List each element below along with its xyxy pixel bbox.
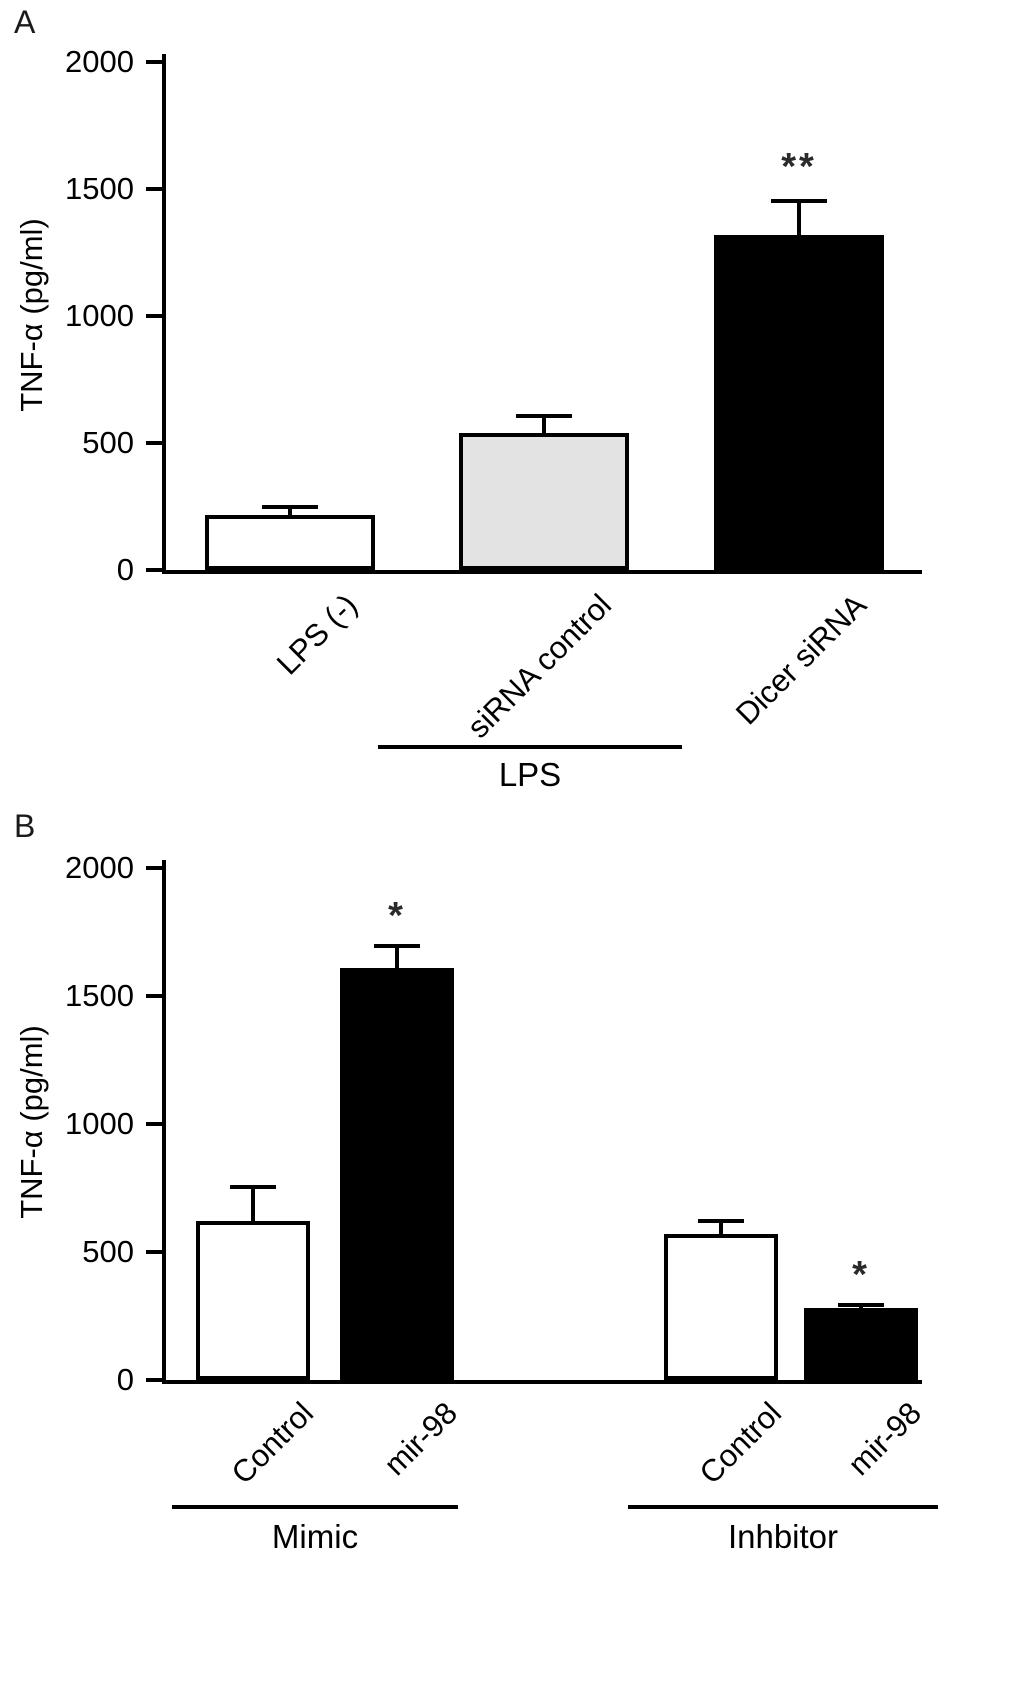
y-tick-label: 0: [116, 1362, 134, 1397]
panel-label: B: [14, 808, 36, 844]
bar: [714, 234, 884, 570]
group-label: LPS: [498, 756, 562, 793]
error-bar-cap: [771, 199, 827, 204]
error-bar-line: [542, 413, 546, 435]
y-tick-label: 1500: [65, 171, 134, 206]
group-underline: [378, 745, 682, 749]
error-bar-cap: [698, 1218, 744, 1223]
y-tick: [146, 60, 162, 64]
y-tick: [146, 187, 162, 191]
y-tick: [146, 1378, 162, 1382]
bar: [340, 967, 454, 1380]
y-tick-label: 1000: [65, 298, 134, 333]
error-bar-line: [251, 1185, 255, 1224]
error-bar-line: [288, 505, 292, 518]
error-bar-cap: [516, 413, 572, 418]
y-tick: [146, 866, 162, 870]
error-bar-line: [797, 199, 801, 237]
bar: [205, 515, 375, 570]
y-tick-label: 1000: [65, 1106, 134, 1141]
y-tick-label: 2000: [65, 850, 134, 885]
bar: [664, 1234, 778, 1380]
y-tick-label: 1500: [65, 978, 134, 1013]
error-bar-cap: [374, 943, 420, 948]
error-bar-cap: [230, 1185, 276, 1190]
y-tick-label: 500: [82, 425, 134, 460]
y-axis-title: TNF-α (pg/ml): [14, 1025, 49, 1219]
x-tick-label: Control: [692, 1395, 789, 1491]
group-label: Mimic: [271, 1518, 359, 1555]
error-bar-line: [719, 1218, 723, 1237]
y-tick: [146, 441, 162, 445]
y-tick: [146, 314, 162, 318]
y-axis-line: [162, 860, 166, 1384]
y-tick: [146, 1250, 162, 1254]
group-underline: [172, 1505, 458, 1509]
y-tick-label: 500: [82, 1234, 134, 1269]
error-bar-line: [395, 943, 399, 970]
significance-marker: **: [781, 146, 817, 189]
y-tick: [146, 994, 162, 998]
y-tick-label: 0: [116, 552, 134, 587]
group-underline: [628, 1505, 938, 1509]
y-tick: [146, 568, 162, 572]
panel-label: A: [14, 4, 36, 40]
y-axis-line: [162, 54, 166, 574]
error-bar-cap: [838, 1303, 884, 1308]
group-label: Inhbitor: [727, 1518, 839, 1555]
error-bar-cap: [262, 505, 318, 510]
bar: [804, 1308, 918, 1380]
x-axis-line: [162, 570, 922, 574]
bar: [459, 432, 629, 570]
bar: [196, 1221, 310, 1380]
significance-marker: *: [388, 894, 406, 937]
x-axis-line: [162, 1380, 922, 1384]
y-tick: [146, 1122, 162, 1126]
significance-marker: *: [852, 1254, 870, 1297]
y-tick-label: 2000: [65, 44, 134, 79]
